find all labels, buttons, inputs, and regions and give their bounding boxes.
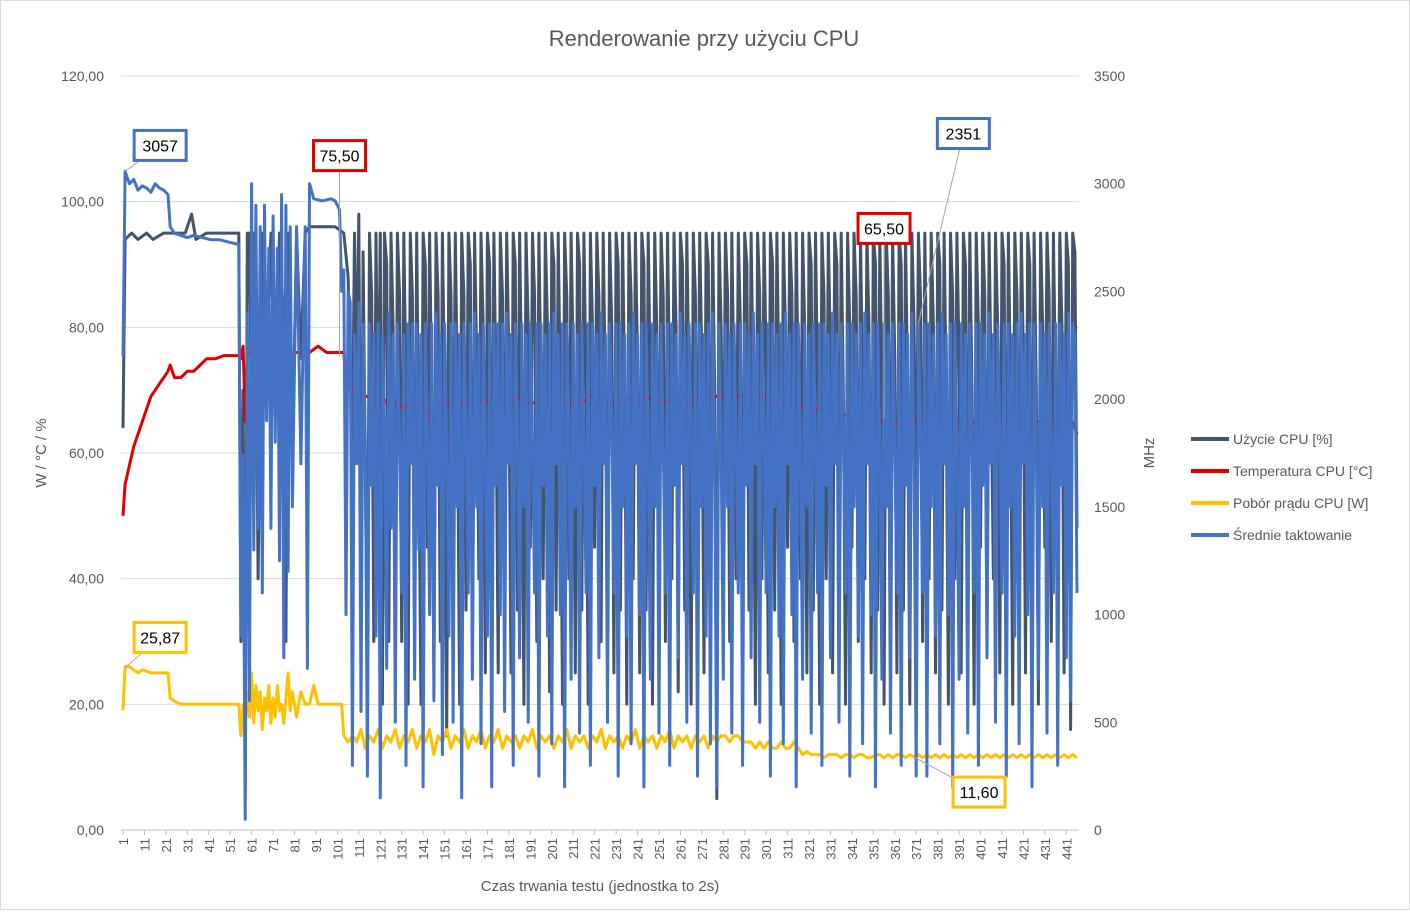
x-tick-label: 201 bbox=[545, 838, 560, 860]
legend: Użycie CPU [%] Temperatura CPU [°C] Pobór … bbox=[1191, 431, 1372, 543]
x-tick-label: 151 bbox=[438, 838, 453, 860]
x-tick-label: 1 bbox=[116, 838, 131, 845]
right-y-axis: 0 500 1000 1500 2000 2500 3000 3500 bbox=[1094, 68, 1125, 838]
callout-leader bbox=[917, 133, 964, 324]
x-tick-label: 211 bbox=[566, 838, 581, 859]
legend-label: Pobór prądu CPU [W] bbox=[1233, 495, 1368, 511]
x-tick-label: 71 bbox=[266, 838, 281, 852]
x-tick-label: 191 bbox=[523, 838, 538, 860]
y-tick-right-label: 1000 bbox=[1094, 607, 1125, 623]
y-tick-left-label: 120,00 bbox=[61, 68, 104, 84]
x-axis: 1 11 21 31 41 51 61 71 81 91 101 111 121 131 141 151 161… bbox=[116, 829, 1079, 860]
left-y-axis: 0,00 20,00 40,00 60,00 80,00 100,00 120,00 bbox=[61, 68, 104, 838]
callout-value: 65,50 bbox=[864, 221, 904, 238]
x-tick-label: 301 bbox=[759, 838, 774, 860]
x-tick-label: 61 bbox=[245, 838, 260, 852]
x-tick-label: 11 bbox=[137, 838, 152, 852]
callout-box bbox=[951, 775, 1007, 809]
y-tick-right-label: 0 bbox=[1094, 822, 1102, 838]
x-tick-label: 331 bbox=[823, 838, 838, 860]
x-tick-label: 411 bbox=[995, 838, 1010, 859]
legend-label: Użycie CPU [%] bbox=[1233, 431, 1333, 447]
callout-value: 3057 bbox=[142, 138, 178, 155]
x-tick-label: 91 bbox=[309, 838, 324, 852]
x-tick-label: 221 bbox=[588, 838, 603, 860]
x-tick-label: 431 bbox=[1038, 838, 1053, 860]
callout-box bbox=[312, 139, 368, 173]
x-tick-label: 341 bbox=[845, 838, 860, 860]
x-tick-label: 271 bbox=[695, 838, 710, 860]
x-tick-label: 21 bbox=[159, 838, 174, 852]
callout-box bbox=[132, 620, 188, 654]
x-tick-label: 371 bbox=[909, 838, 924, 860]
y-tick-left-label: 20,00 bbox=[69, 696, 104, 712]
callout-value: 25,87 bbox=[140, 630, 180, 647]
x-tick-label: 141 bbox=[416, 838, 431, 860]
callout-box bbox=[132, 128, 188, 162]
x-tick-label: 391 bbox=[952, 838, 967, 860]
x-tick-label: 41 bbox=[202, 838, 217, 852]
series-lines bbox=[121, 169, 1079, 821]
y-axis-left-label: W / °C / % bbox=[33, 418, 50, 487]
x-tick-label: 181 bbox=[502, 838, 517, 860]
x-tick-label: 121 bbox=[373, 838, 388, 860]
y-tick-left-label: 80,00 bbox=[69, 319, 104, 335]
x-tick-label: 361 bbox=[888, 838, 903, 860]
y-tick-left-label: 40,00 bbox=[69, 571, 104, 587]
x-tick-label: 401 bbox=[974, 838, 989, 860]
y-tick-right-label: 3500 bbox=[1094, 68, 1125, 84]
x-tick-label: 231 bbox=[609, 838, 624, 860]
legend-label: Temperatura CPU [°C] bbox=[1233, 463, 1372, 479]
x-tick-label: 131 bbox=[395, 838, 410, 860]
x-tick-label: 111 bbox=[352, 838, 367, 858]
y-tick-right-label: 2500 bbox=[1094, 283, 1125, 299]
x-tick-label: 251 bbox=[652, 838, 667, 860]
callout-box bbox=[935, 117, 991, 151]
x-tick-label: 321 bbox=[802, 838, 817, 860]
callout-box bbox=[856, 211, 912, 245]
callout-value: 2351 bbox=[946, 127, 982, 144]
y-tick-right-label: 1500 bbox=[1094, 499, 1125, 515]
chart-title: Renderowanie przy użyciu CPU bbox=[549, 26, 860, 51]
x-tick-label: 261 bbox=[673, 838, 688, 860]
callout-value: 75,50 bbox=[320, 149, 360, 166]
x-axis-label: Czas trwania testu (jednostka to 2s) bbox=[481, 878, 719, 895]
series-line bbox=[121, 169, 1079, 821]
callout-value: 11,60 bbox=[960, 785, 999, 802]
data-callouts: 3057 75,50 65,50 2351 25,87 11,60 bbox=[124, 117, 1007, 809]
x-tick-label: 311 bbox=[781, 838, 796, 859]
x-tick-label: 381 bbox=[931, 838, 946, 860]
x-tick-label: 421 bbox=[1016, 838, 1031, 860]
y-tick-left-label: 0,00 bbox=[77, 822, 104, 838]
x-tick-label: 351 bbox=[866, 838, 881, 860]
y-tick-left-label: 100,00 bbox=[61, 194, 104, 210]
y-tick-left-label: 60,00 bbox=[69, 445, 104, 461]
x-tick-label: 81 bbox=[288, 838, 303, 852]
x-tick-label: 161 bbox=[459, 838, 474, 860]
series-line bbox=[121, 665, 1078, 760]
x-tick-label: 51 bbox=[223, 838, 238, 852]
legend-label: Średnie taktowanie bbox=[1233, 526, 1352, 543]
y-axis-right-label: MHz bbox=[1141, 438, 1158, 469]
y-tick-right-label: 2000 bbox=[1094, 391, 1125, 407]
y-tick-right-label: 500 bbox=[1094, 714, 1118, 730]
x-tick-label: 291 bbox=[738, 838, 753, 860]
y-tick-right-label: 3000 bbox=[1094, 176, 1125, 192]
x-tick-label: 281 bbox=[716, 838, 731, 860]
x-tick-label: 101 bbox=[330, 838, 345, 860]
x-tick-label: 441 bbox=[1059, 838, 1074, 860]
x-tick-label: 171 bbox=[480, 838, 495, 860]
x-tick-label: 31 bbox=[180, 838, 195, 852]
x-tick-label: 241 bbox=[631, 838, 646, 860]
